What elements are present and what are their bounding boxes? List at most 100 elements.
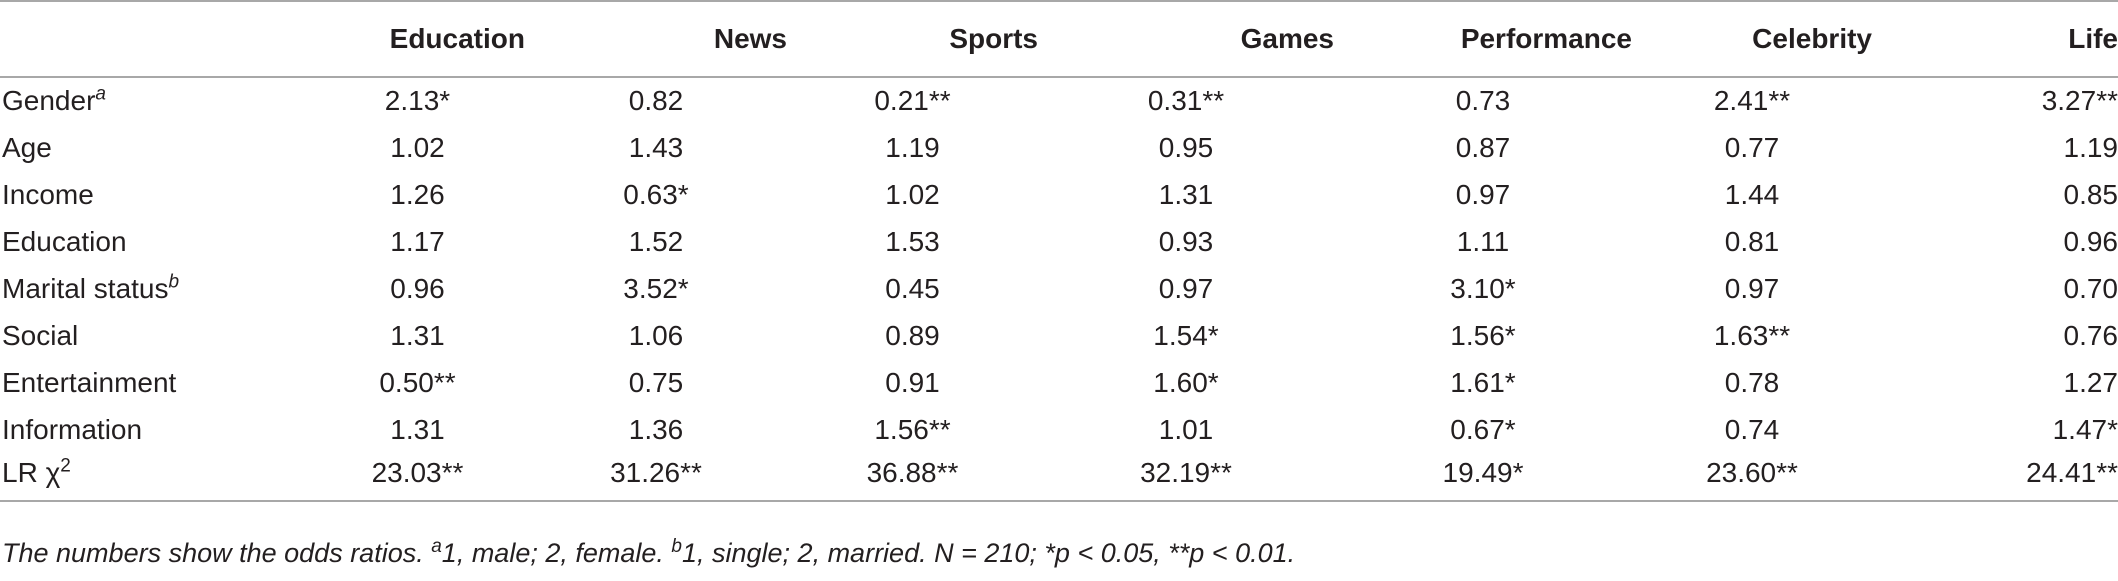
cell-value: 23.03** — [310, 453, 525, 502]
footnote-superscript-a: a — [431, 536, 442, 557]
column-header-sports: Sports — [787, 0, 1038, 78]
row-label-superscript: 2 — [60, 455, 71, 477]
row-label-text: Social — [2, 320, 79, 352]
cell-value: 1.31 — [390, 414, 445, 446]
row-label-text: Age — [2, 131, 52, 163]
cell-value: 0.97 — [1724, 272, 1780, 304]
row-label-text: Gender — [2, 85, 96, 117]
row-label-superscript: b — [168, 271, 180, 293]
cell-value: 3.52* — [623, 272, 689, 304]
footnote-text-1: The numbers show the odds ratios. — [2, 538, 432, 568]
cell-value: 1.31 — [1158, 178, 1214, 210]
row-label-text: LR χ — [2, 456, 61, 488]
cell-value: 0.87 — [1455, 131, 1511, 163]
cell-value: 0.45 — [885, 272, 940, 304]
column-header-celebrity: Celebrity — [1632, 0, 1872, 78]
table-row-lr-chi-square: LR χ2 23.03** 31.26** 36.88** 32.19** 19… — [0, 453, 2118, 502]
cell-value: 2.41** — [1713, 85, 1791, 117]
cell-value: 0.75 — [628, 367, 684, 399]
footnote-text-2: 1, male; 2, female. — [441, 538, 672, 568]
cell-value: 0.91 — [885, 367, 940, 399]
column-header-games: Games — [1038, 0, 1334, 78]
cell-value: 31.26** — [525, 453, 787, 502]
cell-value: 1.60* — [1153, 367, 1219, 399]
row-label: Social — [0, 312, 310, 359]
cell-value: 0.82 — [628, 85, 684, 117]
row-label: Gendera — [0, 77, 310, 124]
row-label: Age — [0, 124, 310, 171]
cell-value: 1.54* — [1153, 320, 1219, 352]
cell-value: 24.41** — [1872, 453, 2118, 502]
cell-value: 1.31 — [390, 320, 445, 352]
table-row-education: Education 1.17 1.52 1.53 0.93 1.11 0.81 … — [0, 218, 2118, 265]
cell-value: 3.27** — [2041, 85, 2118, 117]
table-row-age: Age 1.02 1.43 1.19 0.95 0.87 0.77 1.19 — [0, 124, 2118, 171]
cell-value: 0.81 — [1724, 225, 1780, 257]
cell-value: 3.10* — [1450, 272, 1516, 304]
cell-value: 1.17 — [390, 225, 445, 257]
column-header-news: News — [525, 0, 787, 78]
cell-value: 1.27 — [2063, 367, 2118, 399]
row-label: Information — [0, 407, 310, 454]
row-label: Marital statusb — [0, 265, 310, 312]
footnote-superscript-b: b — [671, 536, 682, 557]
cell-value: 1.06 — [628, 320, 684, 352]
cell-value: 0.96 — [2063, 225, 2118, 257]
header-row: Education News Sports Games Performance … — [0, 0, 2118, 78]
table-row-income: Income 1.26 0.63* 1.02 1.31 0.97 1.44 0.… — [0, 171, 2118, 218]
cell-value: 23.60** — [1632, 453, 1872, 502]
cell-value: 0.78 — [1724, 367, 1780, 399]
row-label-text: Income — [2, 178, 94, 210]
cell-value: 0.89 — [885, 320, 940, 352]
row-label-text: Information — [2, 414, 143, 446]
cell-value: 0.93 — [1158, 225, 1214, 257]
table-row-social: Social 1.31 1.06 0.89 1.54* 1.56* 1.63**… — [0, 312, 2118, 359]
cell-value: 32.19** — [1038, 453, 1334, 502]
cell-value: 1.56* — [1450, 320, 1516, 352]
row-label: Entertainment — [0, 360, 310, 407]
column-header-education: Education — [310, 0, 525, 78]
table-row-marital-status: Marital statusb 0.96 3.52* 0.45 0.97 3.1… — [0, 265, 2118, 312]
cell-value: 1.44 — [1724, 178, 1780, 210]
cell-value: 0.85 — [2063, 178, 2118, 210]
odds-ratio-table: Education News Sports Games Performance … — [0, 0, 2118, 502]
cell-value: 0.73 — [1455, 85, 1511, 117]
cell-value: 0.97 — [1455, 178, 1511, 210]
cell-value: 0.31** — [1147, 85, 1225, 117]
cell-value: 1.19 — [885, 131, 940, 163]
cell-value: 1.52 — [628, 225, 684, 257]
cell-value: 1.02 — [885, 178, 940, 210]
table-row-information: Information 1.31 1.36 1.56** 1.01 0.67* … — [0, 407, 2118, 454]
cell-value: 0.21** — [874, 85, 951, 117]
cell-value: 0.70 — [2063, 272, 2118, 304]
cell-value: 1.19 — [2063, 131, 2118, 163]
cell-value: 0.63* — [623, 178, 689, 210]
cell-value: 0.76 — [2063, 320, 2118, 352]
cell-value: 0.74 — [1724, 414, 1780, 446]
cell-value: 36.88** — [787, 453, 1038, 502]
row-label: Income — [0, 171, 310, 218]
cell-value: 1.01 — [1158, 414, 1214, 446]
row-label-text: Education — [2, 225, 127, 257]
cell-value: 1.43 — [628, 131, 684, 163]
cell-value: 0.77 — [1724, 131, 1780, 163]
table-row-entertainment: Entertainment 0.50** 0.75 0.91 1.60* 1.6… — [0, 360, 2118, 407]
row-label-superscript: a — [95, 83, 106, 105]
cell-value: 0.95 — [1158, 131, 1214, 163]
cell-value: 1.61* — [1450, 367, 1516, 399]
cell-value: 1.47* — [2052, 414, 2118, 446]
cell-value: 1.02 — [390, 131, 445, 163]
table-footnote: The numbers show the odds ratios. a1, ma… — [2, 536, 1296, 569]
footnote-text-3: 1, single; 2, married. N = 210; *p < 0.0… — [681, 538, 1296, 568]
row-label: Education — [0, 218, 310, 265]
cell-value: 1.36 — [628, 414, 684, 446]
cell-value: 19.49* — [1334, 453, 1632, 502]
cell-value: 1.26 — [390, 178, 445, 210]
column-header-life: Life — [1872, 0, 2118, 78]
cell-value: 1.56** — [874, 414, 951, 446]
cell-value: 0.96 — [390, 272, 445, 304]
header-empty-cell — [0, 0, 310, 78]
cell-value: 0.97 — [1158, 272, 1214, 304]
cell-value: 0.67* — [1450, 414, 1516, 446]
